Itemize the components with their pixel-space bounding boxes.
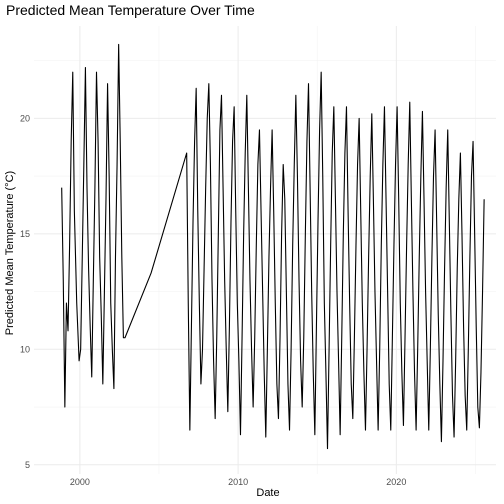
y-tick-label: 15 bbox=[20, 229, 30, 239]
x-tick-label: 2020 bbox=[386, 477, 406, 487]
x-axis-label: Date bbox=[256, 487, 279, 499]
x-tick-label: 2000 bbox=[70, 477, 90, 487]
y-tick-label: 5 bbox=[25, 460, 30, 470]
major-gridlines bbox=[34, 26, 496, 474]
temperature-series-line bbox=[61, 43, 485, 450]
y-tick-label: 20 bbox=[20, 113, 30, 123]
x-tick-label: 2010 bbox=[228, 477, 248, 487]
x-tick-labels: 2000 2010 2020 bbox=[70, 477, 406, 487]
y-tick-label: 10 bbox=[20, 344, 30, 354]
chart-title: Predicted Mean Temperature Over Time bbox=[6, 2, 255, 18]
y-axis-label: Predicted Mean Temperature (°C) bbox=[4, 171, 16, 335]
y-tick-labels: 5 10 15 20 bbox=[20, 113, 30, 469]
